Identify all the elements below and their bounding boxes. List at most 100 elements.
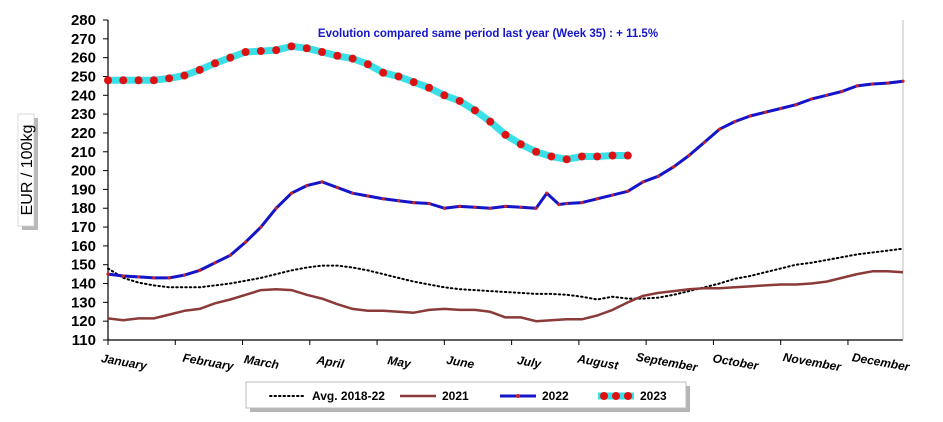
y-tick-label: 120 [71,313,96,330]
series-point-2023 [211,59,220,68]
y-tick-label: 170 [71,219,96,236]
series-point-2022 [351,191,355,195]
series-point-2022 [717,127,722,131]
series-point-2022 [763,110,768,114]
series-point-2022 [182,273,187,277]
series-point-2022 [305,184,309,188]
series-point-2023 [425,83,434,92]
series-point-2022 [595,197,599,201]
series-layer [104,42,905,323]
series-point-2022 [320,180,324,184]
series-point-2022 [687,153,691,158]
x-tick-label: October [712,351,761,373]
series-point-2022 [396,199,401,203]
series-point-2023 [440,91,449,100]
legend-swatch-2023-marker [612,392,620,400]
series-point-2023 [104,76,112,85]
series-point-2022 [274,206,278,210]
series-point-2022 [534,206,538,210]
series-point-2022 [366,194,370,198]
y-tick-label: 240 [71,87,96,104]
y-tick-label: 160 [71,238,96,255]
series-point-2023 [516,140,525,149]
series-point-2023 [363,60,372,69]
series-point-2022 [855,84,859,88]
series-point-2022 [289,191,294,195]
x-tick-label: February [182,351,236,374]
series-point-2022 [167,276,171,280]
series-point-2023 [256,47,265,56]
x-tick-label: November [782,350,844,374]
series-point-2022 [672,165,676,169]
series-point-2023 [318,48,327,56]
series-point-2022 [503,204,508,208]
series-point-2023 [348,54,357,63]
series-point-2022 [412,200,416,205]
y-tick-label: 150 [71,257,96,274]
series-point-2022 [886,81,890,85]
series-point-2022 [243,240,248,244]
series-point-2023 [241,48,250,56]
legend-label: 2022 [542,389,569,403]
x-tick-label: December [851,350,912,374]
series-point-2023 [134,76,143,85]
series-point-2023 [593,152,602,161]
series-point-2023 [302,44,311,53]
legend-item: Avg. 2018-22 [269,389,385,403]
series-point-2023 [486,117,495,126]
y-axis-label-background [17,113,35,227]
series-point-2022 [458,204,462,208]
y-tick-label: 180 [71,200,96,217]
y-tick-label: 230 [71,106,96,123]
series-point-2023 [394,72,403,81]
y-axis-label: EUR / 100kg [19,125,36,216]
series-point-2022 [565,201,569,206]
series-point-2023 [470,106,479,115]
y-tick-label: 280 [71,12,96,29]
x-tick-label: May [386,353,413,371]
x-tick-label: June [445,353,475,372]
series-point-2022 [702,140,706,144]
legend-item: 2022 [500,389,569,403]
series-point-2022 [901,79,905,83]
series-point-2022 [545,191,549,195]
series-point-2022 [335,185,339,190]
x-tick-label: July [516,353,543,371]
series-point-2022 [610,193,615,197]
series-point-2023 [379,68,388,77]
legend-swatch-2022-marker [516,394,520,398]
series-point-2022 [228,253,232,257]
series-point-2022 [656,174,660,178]
series-point-2023 [287,42,296,51]
series-point-2022 [106,272,110,276]
series-point-2023 [409,78,418,87]
x-tick-label: September [635,350,700,375]
series-point-2023 [547,152,556,161]
y-tick-label: 270 [71,31,96,48]
series-point-2022 [519,205,523,209]
legend-label: Avg. 2018-22 [312,389,385,403]
legend-label: 2023 [640,389,667,403]
series-point-2022 [473,205,477,209]
series-point-2022 [641,180,645,184]
series-point-2022 [733,120,737,124]
series-point-2022 [580,200,584,205]
series-line-2022 [107,79,904,280]
x-tick-label: August [575,351,620,372]
series-point-2023 [165,74,174,83]
series-point-2023 [623,151,632,160]
series-point-2023 [608,151,617,160]
series-point-2022 [809,97,813,101]
series-point-2022 [213,261,217,265]
series-point-2022 [626,189,630,193]
y-tick-label: 260 [71,50,96,67]
x-tick-label: January [100,351,149,373]
y-tick-label: 190 [71,181,96,198]
legend-item: 2021 [400,389,469,403]
series-point-2022 [794,103,798,107]
x-tick-label: April [315,353,346,372]
x-tick-label: March [243,352,280,372]
legend-swatch-2023-marker [600,392,608,400]
y-tick-label: 110 [72,332,96,349]
